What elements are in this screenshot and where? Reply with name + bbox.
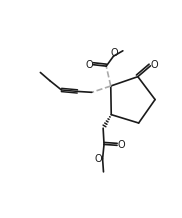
Text: O: O [150, 60, 158, 70]
Text: O: O [86, 60, 93, 70]
Text: O: O [95, 154, 102, 164]
Text: O: O [117, 140, 125, 150]
Text: O: O [110, 48, 118, 58]
